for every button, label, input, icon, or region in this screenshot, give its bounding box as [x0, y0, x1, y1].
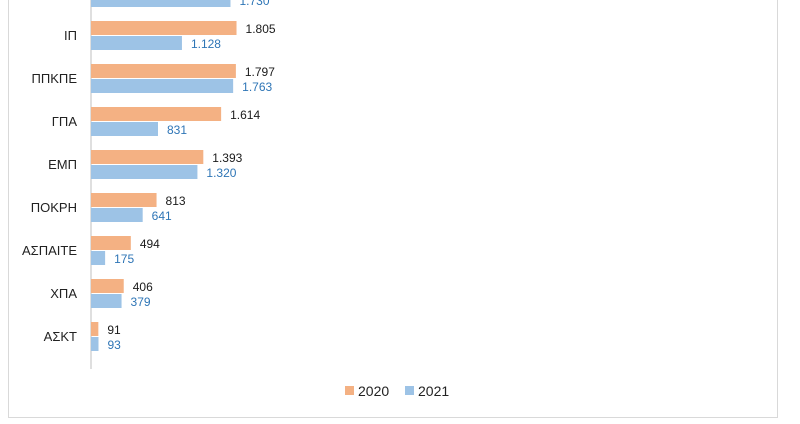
value-label-2021-ΕΜΠ: 1.320	[206, 166, 236, 180]
bar-2021-ΕΜΠ	[91, 165, 198, 179]
value-label-2021-ΙΠ: 1.128	[191, 37, 221, 51]
category-label-ΓΠΑ: ΓΠΑ	[52, 114, 78, 129]
bar-2020-ΠΠΚΠΕ	[91, 64, 236, 78]
category-label-ΑΣΠΑΙΤΕ: ΑΣΠΑΙΤΕ	[22, 243, 77, 258]
value-label-2020-ΙΠ: 1.805	[246, 22, 276, 36]
value-label-2020-ΓΠΑ: 1.614	[230, 108, 260, 122]
category-label-ΧΠΑ: ΧΠΑ	[50, 286, 77, 301]
legend-swatch-2020	[345, 386, 354, 395]
bar-2021-ΠΟΚΡΗ	[91, 208, 143, 222]
bar-2020-ΑΣΠΑΙΤΕ	[91, 236, 131, 250]
bar-2020-ΑΣΚΤ	[91, 322, 99, 336]
bar-2020-ΠΟΚΡΗ	[91, 193, 157, 207]
bar-2021-ΙΠ	[91, 36, 182, 50]
bar-2020-ΧΠΑ	[91, 279, 124, 293]
value-label-2021-top-clipped: 1.730	[239, 0, 269, 8]
legend-label-2020: 2020	[358, 383, 389, 399]
value-label-2020-ΧΠΑ: 406	[133, 280, 153, 294]
legend-label-2021: 2021	[418, 383, 449, 399]
category-label-ΙΠ: ΙΠ	[64, 28, 77, 43]
value-label-2021-ΓΠΑ: 831	[167, 123, 187, 137]
bar-2021-ΑΣΠΑΙΤΕ	[91, 251, 106, 265]
category-label-ΑΣΚΤ: ΑΣΚΤ	[44, 329, 77, 344]
legend: 2020 2021	[345, 383, 449, 399]
value-label-2021-ΑΣΚΤ: 93	[107, 338, 121, 352]
value-label-2020-ΑΣΠΑΙΤΕ: 494	[140, 237, 160, 251]
bar-2021-ΓΠΑ	[91, 122, 158, 136]
value-label-2020-ΕΜΠ: 1.393	[212, 151, 242, 165]
value-label-2021-ΧΠΑ: 379	[131, 295, 151, 309]
category-label-ΠΠΚΠΕ: ΠΠΚΠΕ	[31, 71, 77, 86]
value-label-2021-ΠΠΚΠΕ: 1.763	[242, 80, 272, 94]
value-label-2020-ΠΟΚΡΗ: 813	[166, 194, 186, 208]
chart-frame	[8, 0, 778, 418]
bars-group	[91, 0, 237, 351]
bar-2020-ΓΠΑ	[91, 107, 222, 121]
value-label-2020-ΠΠΚΠΕ: 1.797	[245, 65, 275, 79]
value-label-2021-ΠΟΚΡΗ: 641	[152, 209, 172, 223]
bar-2021-ΠΠΚΠΕ	[91, 79, 234, 93]
category-label-ΕΜΠ: ΕΜΠ	[48, 157, 77, 172]
legend-swatch-2021	[405, 386, 414, 395]
bar-2021-ΧΠΑ	[91, 294, 122, 308]
bar-2021-ΑΣΚΤ	[91, 337, 99, 351]
bar-2021-top-clipped	[91, 0, 231, 7]
category-label-ΠΟΚΡΗ: ΠΟΚΡΗ	[31, 200, 77, 215]
bar-2020-ΙΠ	[91, 21, 237, 35]
value-label-2021-ΑΣΠΑΙΤΕ: 175	[114, 252, 134, 266]
value-label-2020-ΑΣΚΤ: 91	[107, 323, 121, 337]
bar-2020-ΕΜΠ	[91, 150, 204, 164]
